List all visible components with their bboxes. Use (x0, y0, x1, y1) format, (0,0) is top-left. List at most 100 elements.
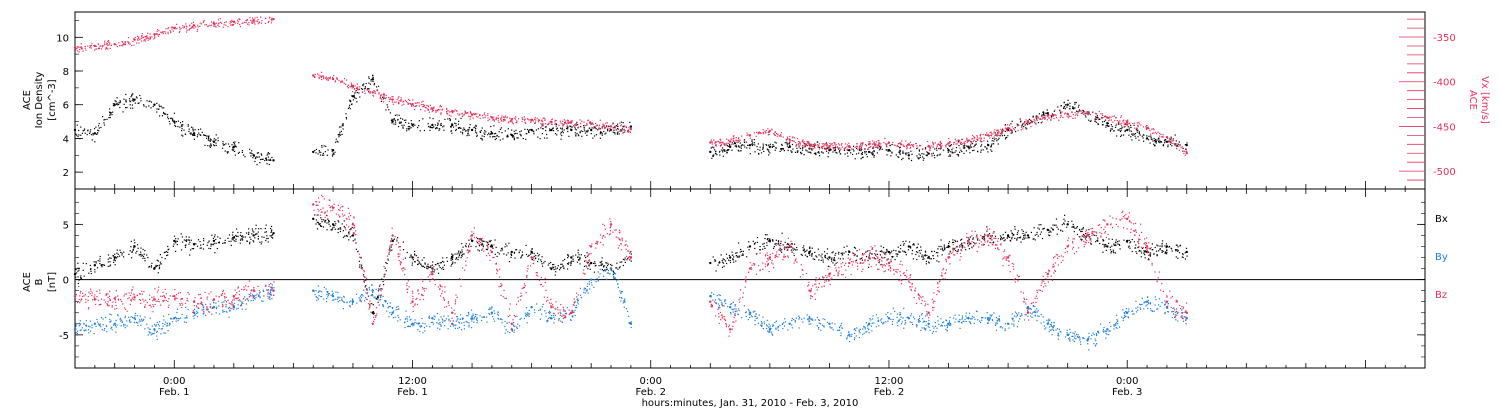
vx-point (318, 77, 320, 79)
vx-point (1129, 122, 1131, 124)
vx-point (760, 132, 762, 134)
bx-point (1106, 245, 1109, 248)
vx-point (446, 107, 448, 110)
vx-point (919, 145, 922, 147)
vx-point (403, 100, 405, 103)
density-point (924, 148, 927, 150)
density-point (1110, 124, 1113, 126)
density-point (498, 136, 500, 138)
vx-point (592, 123, 594, 125)
density-point (590, 129, 593, 131)
bx-point (208, 247, 210, 249)
density-point (418, 125, 420, 127)
vx-point (821, 147, 824, 150)
vx-point (1173, 143, 1176, 145)
density-point (454, 122, 456, 124)
density-point (721, 147, 724, 149)
density-point (775, 147, 777, 149)
vx-point (350, 84, 353, 87)
density-point (754, 144, 756, 146)
vx-point (805, 143, 807, 145)
bx-point (210, 245, 212, 247)
density-point (83, 128, 86, 130)
density-point (781, 144, 783, 146)
density-point (489, 133, 491, 136)
density-point (604, 133, 606, 135)
bx-point (878, 262, 880, 264)
density-point (1124, 129, 1126, 132)
density-point (474, 129, 477, 131)
vx-point (508, 121, 510, 123)
vx-point (373, 90, 375, 92)
density-point (1090, 120, 1092, 122)
bx-point (1004, 239, 1006, 241)
bx-point (1155, 250, 1158, 252)
density-point (769, 143, 771, 145)
vx-point (76, 50, 79, 52)
density-point (997, 143, 999, 145)
density-point (449, 119, 451, 122)
bx-point (165, 250, 168, 253)
density-point (250, 155, 252, 157)
density-point (372, 74, 374, 76)
bx-point (1177, 250, 1179, 252)
bx-point (135, 252, 137, 254)
bx-point (265, 239, 267, 242)
vx-point (202, 21, 204, 23)
vx-point (1051, 114, 1054, 117)
density-point (1118, 129, 1120, 131)
density-point (338, 136, 340, 138)
vx-point (1053, 117, 1055, 120)
bx-point (894, 259, 896, 261)
density-point (1060, 105, 1062, 107)
vx-point (134, 36, 136, 39)
vx-point (1142, 126, 1145, 128)
vx-point (268, 17, 271, 19)
vx-point (1184, 154, 1186, 156)
bx-point (486, 249, 488, 251)
vx-point (1133, 122, 1136, 124)
vx-point (949, 141, 951, 143)
density-point (115, 100, 117, 103)
vx-point (621, 129, 623, 131)
density-point (862, 156, 864, 158)
density-point (75, 133, 77, 135)
bx-point (1011, 236, 1013, 239)
bx-point (712, 256, 714, 258)
bx-point (531, 258, 533, 260)
vx-point (619, 125, 622, 127)
vx-point (169, 31, 172, 33)
density-point (207, 135, 210, 137)
vx-point (939, 140, 942, 143)
density-point (234, 154, 236, 156)
density-point (451, 132, 453, 134)
density-point (927, 152, 930, 155)
density-point (413, 123, 415, 125)
vx-point (249, 16, 251, 19)
bx-point (967, 245, 969, 247)
bx-point (202, 243, 204, 245)
bx-point (843, 252, 845, 254)
density-point (361, 88, 364, 90)
bx-point (1102, 240, 1104, 242)
vx-point (512, 117, 514, 120)
density-point (970, 140, 972, 143)
bx-point (832, 259, 835, 261)
vx-point (420, 104, 422, 106)
vx-point (138, 37, 140, 39)
vx-point (801, 140, 803, 142)
density-point (994, 132, 996, 134)
density-point (122, 111, 124, 113)
bx-point (722, 262, 725, 264)
vx-point (404, 99, 407, 101)
density-point (475, 124, 477, 126)
vx-point (1171, 139, 1173, 141)
bx-point (259, 241, 261, 243)
vx-point (1138, 121, 1140, 123)
bx-point (233, 240, 235, 242)
vx-point (447, 110, 449, 112)
density-point (335, 138, 337, 140)
bx-point (156, 259, 158, 261)
bx-point (1038, 228, 1040, 230)
density-point (741, 144, 744, 146)
